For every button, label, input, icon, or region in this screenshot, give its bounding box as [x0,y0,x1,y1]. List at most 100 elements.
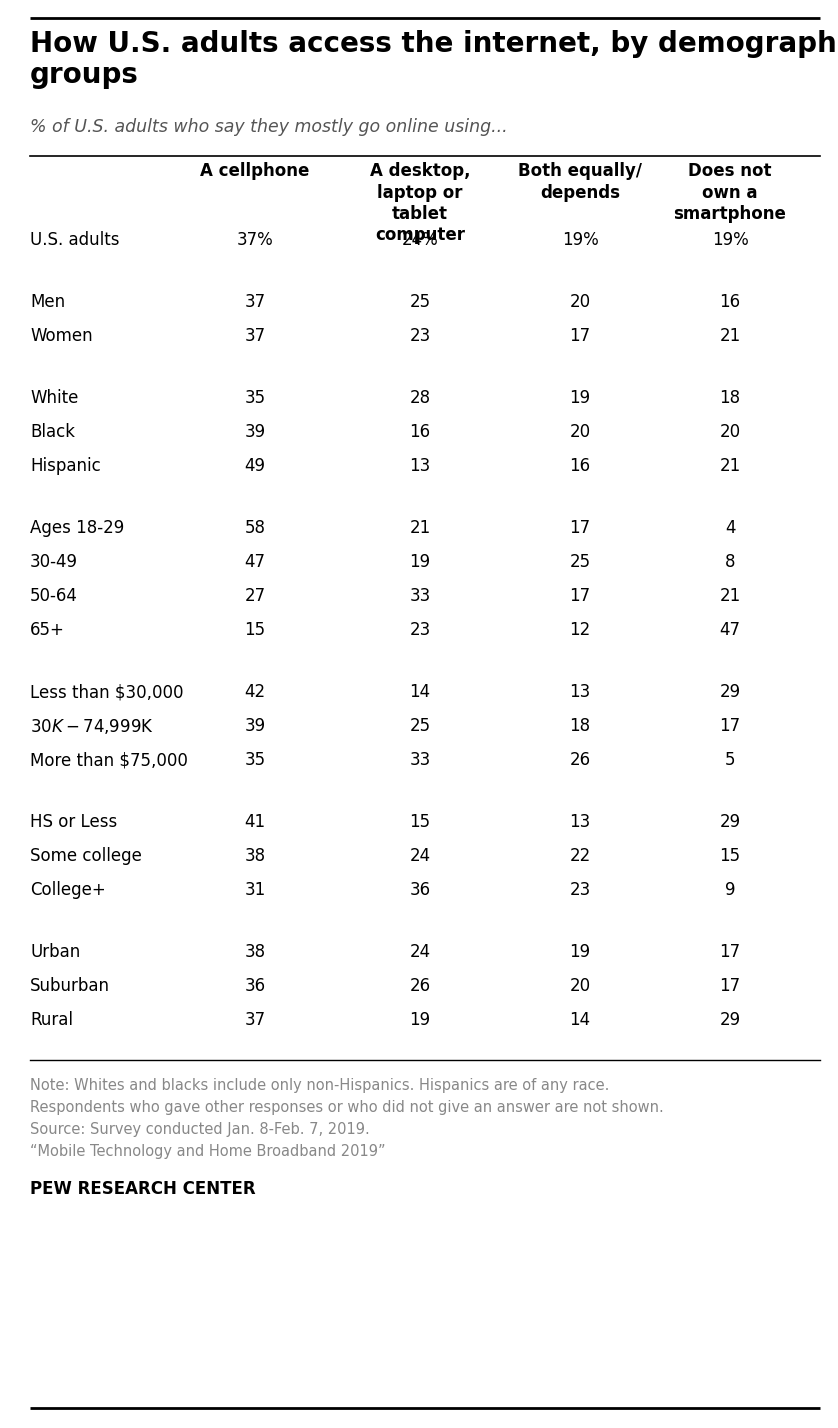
Text: 19: 19 [570,942,591,961]
Text: 37: 37 [245,1011,266,1030]
Text: Men: Men [30,293,65,311]
Text: Less than $30,000: Less than $30,000 [30,683,184,701]
Text: 25: 25 [410,717,431,735]
Text: PEW RESEARCH CENTER: PEW RESEARCH CENTER [30,1180,256,1198]
Text: How U.S. adults access the internet, by demographic
groups: How U.S. adults access the internet, by … [30,30,838,90]
Text: Some college: Some college [30,847,142,865]
Text: Black: Black [30,423,75,441]
Text: Note: Whites and blacks include only non-Hispanics. Hispanics are of any race.: Note: Whites and blacks include only non… [30,1078,609,1092]
Text: 18: 18 [570,717,591,735]
Text: Rural: Rural [30,1011,73,1030]
Text: Ages 18-29: Ages 18-29 [30,518,124,537]
Text: 31: 31 [245,881,266,900]
Text: 19%: 19% [711,231,748,248]
Text: 12: 12 [569,621,591,638]
Text: 20: 20 [570,977,591,995]
Text: 36: 36 [245,977,266,995]
Text: 24%: 24% [401,231,438,248]
Text: 29: 29 [720,813,741,831]
Text: 33: 33 [410,751,431,770]
Text: A cellphone: A cellphone [200,161,310,180]
Text: % of U.S. adults who say they mostly go online using...: % of U.S. adults who say they mostly go … [30,119,508,136]
Text: 36: 36 [410,881,431,900]
Text: 20: 20 [570,293,591,311]
Text: Respondents who gave other responses or who did not give an answer are not shown: Respondents who gave other responses or … [30,1100,664,1115]
Text: 13: 13 [569,813,591,831]
Text: 13: 13 [569,683,591,701]
Text: 39: 39 [245,423,266,441]
Text: 18: 18 [720,388,741,407]
Text: Women: Women [30,327,93,346]
Text: 35: 35 [245,388,266,407]
Text: 15: 15 [245,621,266,638]
Text: 19: 19 [570,388,591,407]
Text: 8: 8 [725,553,735,571]
Text: More than $75,000: More than $75,000 [30,751,188,770]
Text: 17: 17 [720,942,741,961]
Text: HS or Less: HS or Less [30,813,117,831]
Text: Urban: Urban [30,942,80,961]
Text: 25: 25 [410,293,431,311]
Text: Both equally/
depends: Both equally/ depends [518,161,642,201]
Text: 16: 16 [570,457,591,476]
Text: 23: 23 [410,327,431,346]
Text: 19: 19 [410,553,431,571]
Text: A desktop,
laptop or
tablet
computer: A desktop, laptop or tablet computer [370,161,470,244]
Text: 37: 37 [245,293,266,311]
Text: 26: 26 [410,977,431,995]
Text: 23: 23 [410,621,431,638]
Text: 4: 4 [725,518,735,537]
Text: 16: 16 [720,293,741,311]
Text: U.S. adults: U.S. adults [30,231,120,248]
Text: 21: 21 [719,457,741,476]
Text: 47: 47 [720,621,741,638]
Text: 28: 28 [410,388,431,407]
Text: 35: 35 [245,751,266,770]
Text: Source: Survey conducted Jan. 8-Feb. 7, 2019.: Source: Survey conducted Jan. 8-Feb. 7, … [30,1122,370,1137]
Text: 20: 20 [570,423,591,441]
Text: 17: 17 [570,587,591,605]
Text: 49: 49 [245,457,266,476]
Text: 15: 15 [410,813,431,831]
Text: 39: 39 [245,717,266,735]
Text: 17: 17 [720,717,741,735]
Text: 24: 24 [410,847,431,865]
Text: White: White [30,388,79,407]
Text: 19: 19 [410,1011,431,1030]
Text: Hispanic: Hispanic [30,457,101,476]
Text: 29: 29 [720,683,741,701]
Text: 19%: 19% [561,231,598,248]
Text: 42: 42 [245,683,266,701]
Text: 24: 24 [410,942,431,961]
Text: 58: 58 [245,518,266,537]
Text: Suburban: Suburban [30,977,110,995]
Text: 38: 38 [245,942,266,961]
Text: 37%: 37% [236,231,273,248]
Text: 20: 20 [720,423,741,441]
Text: 21: 21 [719,587,741,605]
Text: 21: 21 [719,327,741,346]
Text: 26: 26 [570,751,591,770]
Text: 9: 9 [725,881,735,900]
Text: $30K-$74,999K: $30K-$74,999K [30,717,154,735]
Text: 29: 29 [720,1011,741,1030]
Text: 47: 47 [245,553,266,571]
Text: 15: 15 [720,847,741,865]
Text: 23: 23 [569,881,591,900]
Text: 37: 37 [245,327,266,346]
Text: 65+: 65+ [30,621,65,638]
Text: College+: College+ [30,881,106,900]
Text: 50-64: 50-64 [30,587,78,605]
Text: 16: 16 [410,423,431,441]
Text: 22: 22 [569,847,591,865]
Text: 25: 25 [570,553,591,571]
Text: 41: 41 [245,813,266,831]
Text: Does not
own a
smartphone: Does not own a smartphone [674,161,786,223]
Text: 33: 33 [410,587,431,605]
Text: 27: 27 [245,587,266,605]
Text: 17: 17 [570,518,591,537]
Text: 17: 17 [720,977,741,995]
Text: 14: 14 [410,683,431,701]
Text: 13: 13 [410,457,431,476]
Text: 5: 5 [725,751,735,770]
